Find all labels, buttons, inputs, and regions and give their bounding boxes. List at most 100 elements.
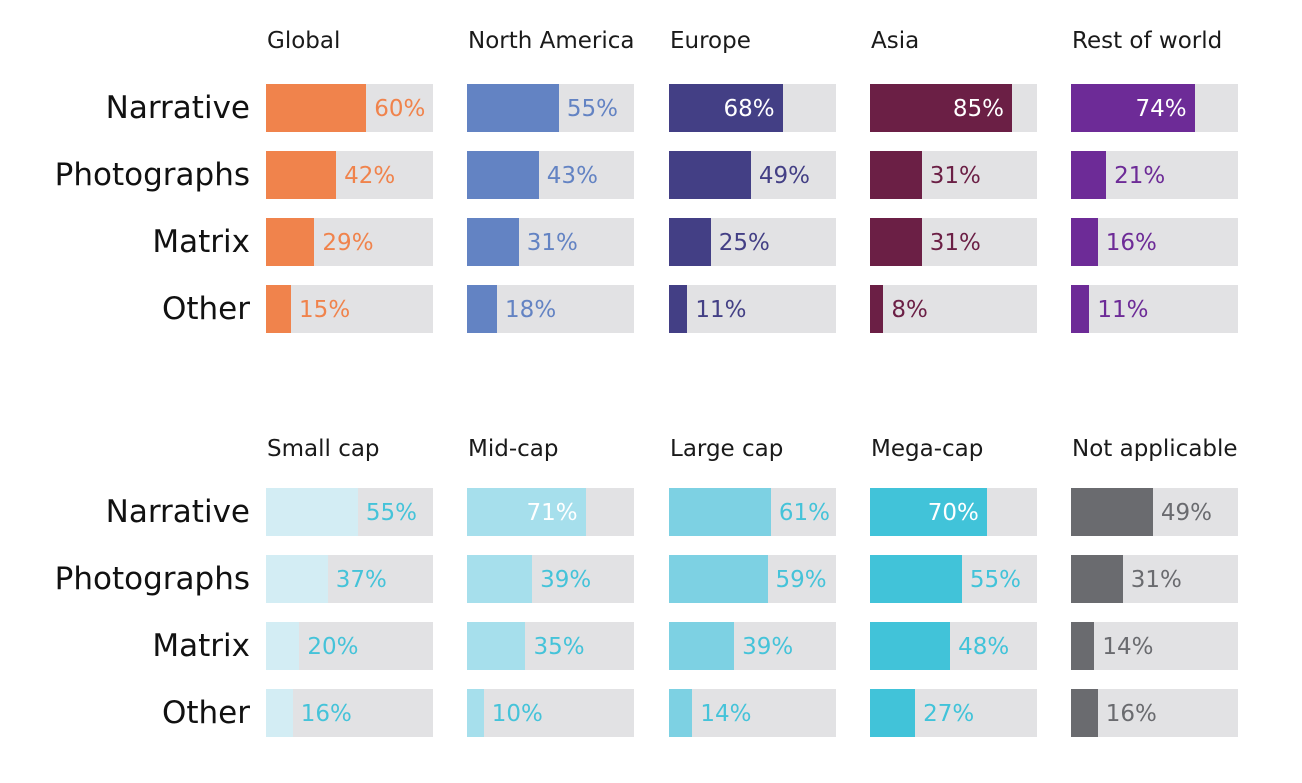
value-label: 61%: [778, 499, 830, 526]
value-label: 68%: [723, 95, 775, 122]
value-label: 35%: [533, 633, 585, 660]
value-label: 20%: [307, 633, 359, 660]
value-label: 70%: [927, 499, 979, 526]
bar-track: 71%: [467, 488, 634, 536]
bar-track: 25%: [669, 218, 836, 266]
value-label: 25%: [718, 229, 770, 256]
value-label: 39%: [540, 566, 592, 593]
panel-title-asia: Asia: [871, 28, 920, 54]
bar-mega-cap-other: [870, 689, 916, 737]
bar-global-other: [266, 285, 292, 333]
row-label-photographs: Photographs: [54, 157, 250, 193]
value-label: 55%: [365, 499, 417, 526]
value-label: 31%: [1130, 566, 1182, 593]
bar-track: 49%: [1071, 488, 1238, 536]
panel-title-mid-cap: Mid-cap: [468, 436, 559, 462]
bar-rest-of-world-matrix: [1071, 218, 1098, 266]
value-label: 18%: [505, 296, 557, 323]
bar-track: 43%: [467, 151, 634, 199]
bar-track: 11%: [1071, 285, 1238, 333]
panel-title-global: Global: [267, 28, 341, 54]
bar-track: 60%: [266, 84, 433, 132]
bar-track: 11%: [669, 285, 836, 333]
panel-title-small-cap: Small cap: [267, 436, 380, 462]
bar-track: 49%: [669, 151, 836, 199]
bar-track: 35%: [467, 622, 634, 670]
bar-europe-narrative: [669, 84, 783, 132]
panel-title-north-america: North America: [468, 28, 635, 54]
row-label-matrix: Matrix: [152, 224, 250, 260]
value-label: 55%: [566, 95, 618, 122]
value-label: 49%: [1160, 499, 1212, 526]
value-label: 14%: [1102, 633, 1154, 660]
bar-europe-photographs: [669, 151, 751, 199]
bar-global-narrative: [266, 84, 367, 132]
bar-not-applicable-narrative: [1071, 488, 1153, 536]
value-label: 10%: [491, 700, 543, 727]
bar-track: 20%: [266, 622, 433, 670]
bar-large-cap-matrix: [669, 622, 735, 670]
value-label: 11%: [1097, 296, 1149, 323]
value-label: 43%: [546, 162, 598, 189]
bar-asia-other: [870, 285, 884, 333]
value-label: 16%: [300, 700, 352, 727]
bar-track: 70%: [870, 488, 1037, 536]
bar-track: 16%: [266, 689, 433, 737]
bar-small-cap-other: [266, 689, 293, 737]
row-label-photographs: Photographs: [54, 561, 250, 597]
value-label: 8%: [891, 296, 928, 323]
value-label: 15%: [299, 296, 351, 323]
bar-track: 39%: [467, 555, 634, 603]
value-label: 31%: [929, 229, 981, 256]
bar-europe-matrix: [669, 218, 711, 266]
bar-large-cap-narrative: [669, 488, 771, 536]
panel-title-not-applicable: Not applicable: [1072, 436, 1238, 462]
bar-track: 21%: [1071, 151, 1238, 199]
bar-mid-cap-other: [467, 689, 484, 737]
bar-rest-of-world-photographs: [1071, 151, 1107, 199]
bar-mid-cap-photographs: [467, 555, 533, 603]
panel-title-rest-of-world: Rest of world: [1072, 28, 1223, 54]
bar-large-cap-other: [669, 689, 693, 737]
bar-track: 61%: [669, 488, 836, 536]
bar-mid-cap-narrative: [467, 488, 586, 536]
bar-track: 31%: [870, 218, 1037, 266]
bar-track: 31%: [870, 151, 1037, 199]
bar-track: 55%: [467, 84, 634, 132]
value-label: 55%: [969, 566, 1021, 593]
row-label-matrix: Matrix: [152, 628, 250, 664]
bar-track: 59%: [669, 555, 836, 603]
bar-not-applicable-other: [1071, 689, 1098, 737]
bar-track: 68%: [669, 84, 836, 132]
row-label-narrative: Narrative: [105, 90, 250, 126]
bar-track: 55%: [870, 555, 1037, 603]
bar-rest-of-world-other: [1071, 285, 1090, 333]
bar-track: 42%: [266, 151, 433, 199]
bar-asia-photographs: [870, 151, 922, 199]
bar-track: 15%: [266, 285, 433, 333]
bar-track: 37%: [266, 555, 433, 603]
value-label: 31%: [526, 229, 578, 256]
bar-north-america-narrative: [467, 84, 559, 132]
bar-track: 14%: [1071, 622, 1238, 670]
value-label: 14%: [700, 700, 752, 727]
value-label: 37%: [335, 566, 387, 593]
bar-north-america-other: [467, 285, 498, 333]
bar-mega-cap-narrative: [870, 488, 987, 536]
bar-track: 14%: [669, 689, 836, 737]
bar-europe-other: [669, 285, 688, 333]
value-label: 21%: [1114, 162, 1166, 189]
bar-mega-cap-matrix: [870, 622, 951, 670]
bar-mid-cap-matrix: [467, 622, 526, 670]
bar-north-america-photographs: [467, 151, 539, 199]
bar-not-applicable-matrix: [1071, 622, 1095, 670]
bar-large-cap-photographs: [669, 555, 768, 603]
value-label: 59%: [775, 566, 827, 593]
value-label: 29%: [322, 229, 374, 256]
bar-track: 74%: [1071, 84, 1238, 132]
bar-track: 55%: [266, 488, 433, 536]
bar-track: 16%: [1071, 689, 1238, 737]
panel-title-mega-cap: Mega-cap: [871, 436, 984, 462]
bar-track: 10%: [467, 689, 634, 737]
